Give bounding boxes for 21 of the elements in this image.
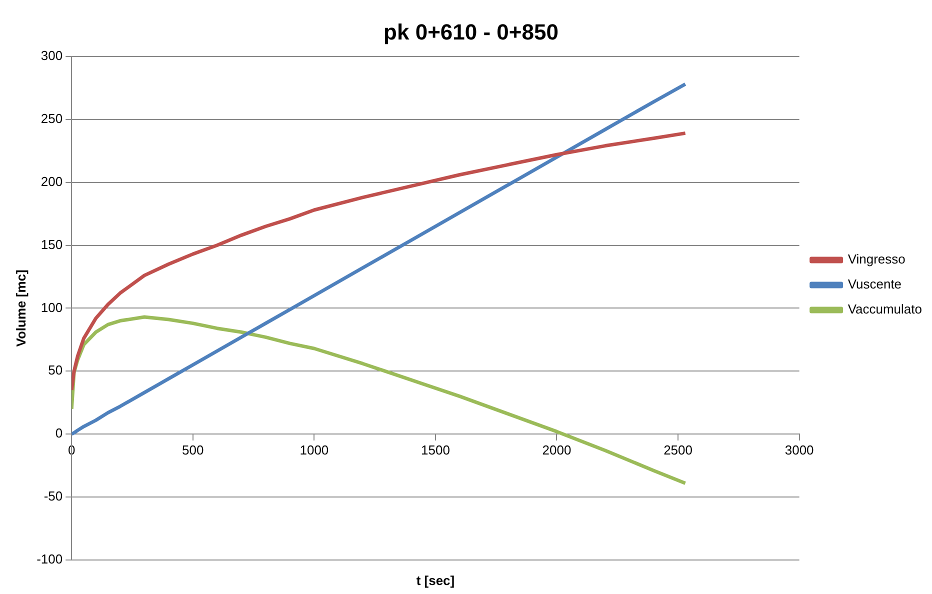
chart-title: pk 0+610 - 0+850: [384, 19, 558, 44]
x-axis-title: t [sec]: [416, 573, 455, 588]
y-tick-label: 200: [40, 174, 63, 189]
y-tick-label: -50: [44, 488, 63, 504]
legend-label: Vaccumulato: [848, 302, 922, 317]
x-tick-label: 500: [182, 442, 204, 458]
y-axis-title: Volume [mc]: [13, 270, 28, 347]
x-tick-label: 1500: [421, 442, 450, 458]
y-tick-label: 50: [48, 362, 63, 378]
x-tick-label: 1000: [300, 442, 329, 458]
x-tick-label: 2000: [542, 442, 572, 458]
x-tick-label: 3000: [784, 442, 814, 458]
y-tick-label: 100: [40, 300, 63, 315]
legend-label: Vuscente: [848, 276, 902, 292]
x-tick-label: 2500: [664, 442, 692, 458]
y-tick-label: 300: [40, 48, 63, 63]
y-tick-label: -100: [36, 552, 63, 567]
y-tick-label: 150: [40, 236, 63, 252]
y-tick-label: 0: [55, 426, 63, 441]
y-tick-label: 250: [40, 110, 63, 126]
legend-label: Vingresso: [848, 252, 906, 267]
